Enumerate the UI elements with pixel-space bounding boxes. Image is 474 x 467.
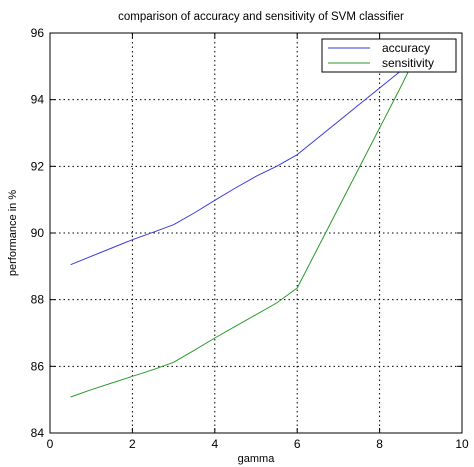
y-tick-label: 84 xyxy=(31,426,45,440)
series-layer xyxy=(70,62,414,398)
grid-layer xyxy=(50,33,462,433)
x-tick-label: 4 xyxy=(211,437,218,451)
x-tick-label: 6 xyxy=(294,437,301,451)
y-tick-label: 96 xyxy=(31,26,45,40)
x-tick-label: 2 xyxy=(129,437,136,451)
y-tick-label: 86 xyxy=(31,359,45,373)
chart-title: comparison of accuracy and sensitivity o… xyxy=(118,11,404,23)
x-tick-label: 8 xyxy=(376,437,383,451)
series-line-accuracy xyxy=(70,62,413,266)
y-tick-label: 94 xyxy=(31,93,45,107)
x-tick-label: 10 xyxy=(455,437,469,451)
legend: accuracy sensitivity xyxy=(321,38,457,73)
legend-label-accuracy: accuracy xyxy=(382,41,430,55)
y-axis-label: performance in % xyxy=(7,190,19,276)
series-line-sensitivity xyxy=(70,62,414,398)
y-tick-label: 92 xyxy=(31,159,45,173)
tick-layer: 0 2 4 6 8 10 84 86 88 90 92 94 96 xyxy=(31,26,469,451)
x-axis-label: gamma xyxy=(238,453,276,465)
y-tick-label: 90 xyxy=(31,226,45,240)
x-tick-label: 0 xyxy=(47,437,54,451)
legend-label-sensitivity: sensitivity xyxy=(382,56,434,70)
y-tick-label: 88 xyxy=(31,293,45,307)
plot-frame xyxy=(49,32,463,434)
legend-box xyxy=(321,38,457,73)
